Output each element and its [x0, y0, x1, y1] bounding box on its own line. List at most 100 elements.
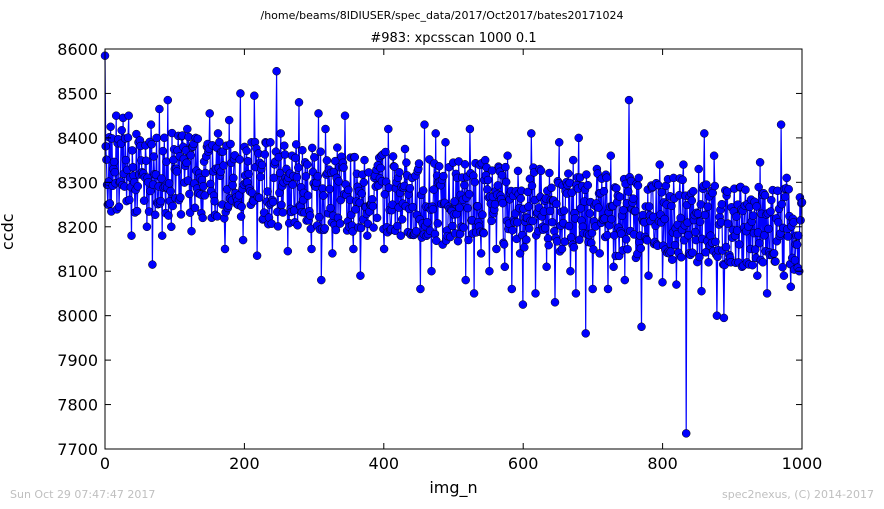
data-point	[760, 190, 770, 200]
data-point	[226, 139, 235, 149]
data-point	[500, 262, 510, 272]
data-point	[307, 244, 316, 254]
data-point	[236, 212, 246, 221]
y-tick-label: 8100	[57, 262, 98, 281]
data-point	[429, 185, 438, 194]
data-point	[620, 275, 630, 285]
x-tick-label: 0	[100, 454, 110, 473]
data-point	[185, 189, 194, 199]
data-point	[316, 147, 325, 156]
data-point	[292, 172, 302, 182]
data-point	[767, 195, 776, 205]
data-point	[501, 177, 511, 187]
data-point	[617, 229, 626, 238]
data-point	[172, 167, 182, 176]
data-point	[335, 219, 345, 228]
data-point	[642, 236, 652, 245]
data-point	[487, 216, 496, 226]
data-point	[331, 225, 341, 235]
data-point	[142, 222, 152, 232]
data-point	[244, 169, 253, 179]
data-point	[363, 231, 372, 240]
data-point	[163, 95, 173, 105]
data-point	[790, 255, 800, 265]
data-point	[654, 180, 663, 190]
data-point	[461, 275, 470, 285]
data-point	[753, 271, 762, 280]
data-point	[220, 244, 230, 254]
data-point	[139, 196, 149, 205]
data-point	[301, 172, 311, 181]
data-point	[527, 129, 536, 138]
data-point	[595, 249, 604, 258]
data-point	[667, 201, 676, 211]
data-point	[317, 275, 326, 285]
data-point	[544, 240, 553, 250]
data-point	[599, 186, 609, 196]
data-point	[528, 216, 537, 226]
data-point	[721, 242, 731, 252]
data-point	[359, 178, 369, 187]
data-point	[624, 187, 633, 196]
y-tick-label: 8600	[57, 40, 98, 59]
data-point	[681, 429, 691, 438]
data-point	[498, 198, 507, 208]
data-point	[513, 218, 522, 227]
data-point	[679, 160, 688, 169]
series-layer	[100, 51, 807, 438]
data-point	[321, 124, 330, 134]
data-point	[513, 166, 523, 176]
data-point	[128, 162, 138, 172]
data-point	[702, 180, 711, 189]
data-point	[278, 208, 288, 217]
data-point	[694, 164, 703, 174]
data-point	[564, 221, 574, 231]
data-point	[587, 228, 597, 238]
data-point	[190, 203, 200, 213]
data-point	[773, 186, 782, 196]
data-point	[697, 286, 706, 296]
data-point	[536, 166, 546, 176]
data-point	[564, 169, 573, 178]
data-point	[127, 231, 136, 240]
data-point	[552, 199, 561, 209]
data-point	[356, 223, 366, 233]
data-point	[127, 146, 137, 155]
data-point	[307, 143, 317, 153]
data-point	[117, 126, 126, 135]
plot-frame	[104, 48, 803, 450]
data-point	[242, 146, 251, 156]
data-point	[460, 180, 469, 190]
y-tick-label: 8400	[57, 129, 98, 148]
data-point	[280, 141, 289, 150]
data-point	[794, 231, 803, 240]
data-point	[560, 237, 570, 246]
data-point	[557, 244, 567, 254]
data-point	[695, 217, 705, 227]
data-point	[360, 155, 369, 165]
data-point	[789, 218, 798, 227]
data-point	[431, 129, 440, 138]
data-point	[672, 280, 681, 289]
data-point	[695, 252, 704, 262]
data-point	[633, 181, 643, 190]
data-point	[291, 153, 300, 163]
data-point	[147, 140, 156, 149]
data-point	[325, 184, 334, 194]
x-axis-label: img_n	[429, 478, 478, 497]
data-point	[420, 120, 429, 129]
data-point	[711, 237, 720, 247]
data-point	[621, 235, 631, 244]
data-point	[628, 194, 638, 203]
data-point	[559, 206, 569, 215]
data-point	[237, 202, 246, 211]
data-point	[684, 230, 693, 240]
data-point	[397, 215, 407, 224]
data-point	[660, 214, 669, 224]
data-point	[518, 300, 528, 309]
data-point	[368, 201, 378, 211]
data-point	[615, 192, 625, 202]
data-point	[200, 191, 210, 200]
data-point	[507, 284, 517, 294]
